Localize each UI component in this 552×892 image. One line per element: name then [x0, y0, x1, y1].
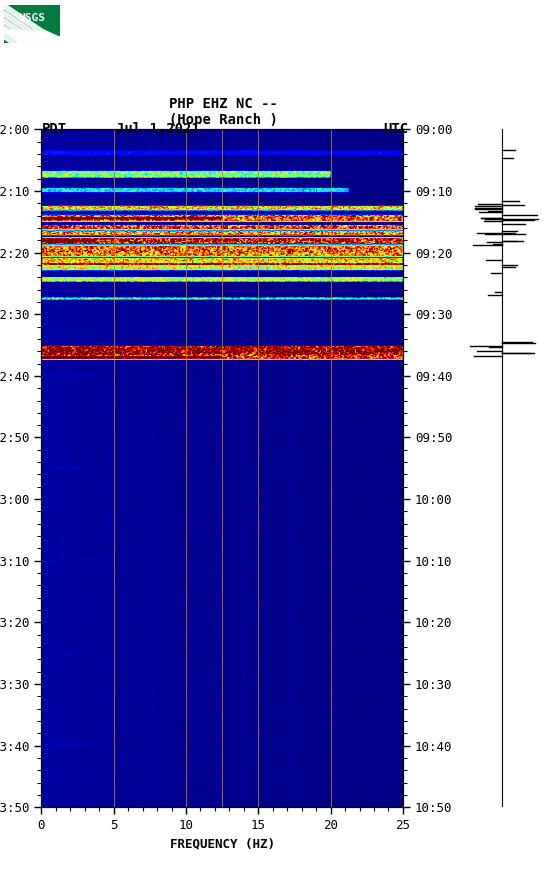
- Text: UTC: UTC: [384, 122, 409, 136]
- Text: (Hope Ranch ): (Hope Ranch ): [169, 112, 278, 127]
- Polygon shape: [4, 26, 60, 43]
- Text: Jul 1,2021: Jul 1,2021: [116, 122, 200, 136]
- Text: PDT: PDT: [41, 122, 67, 136]
- Polygon shape: [4, 11, 60, 43]
- X-axis label: FREQUENCY (HZ): FREQUENCY (HZ): [169, 838, 275, 851]
- Polygon shape: [4, 19, 60, 43]
- Text: USGS: USGS: [19, 13, 45, 23]
- Polygon shape: [4, 4, 60, 43]
- Polygon shape: [4, 29, 60, 43]
- Text: PHP EHZ NC --: PHP EHZ NC --: [169, 97, 278, 112]
